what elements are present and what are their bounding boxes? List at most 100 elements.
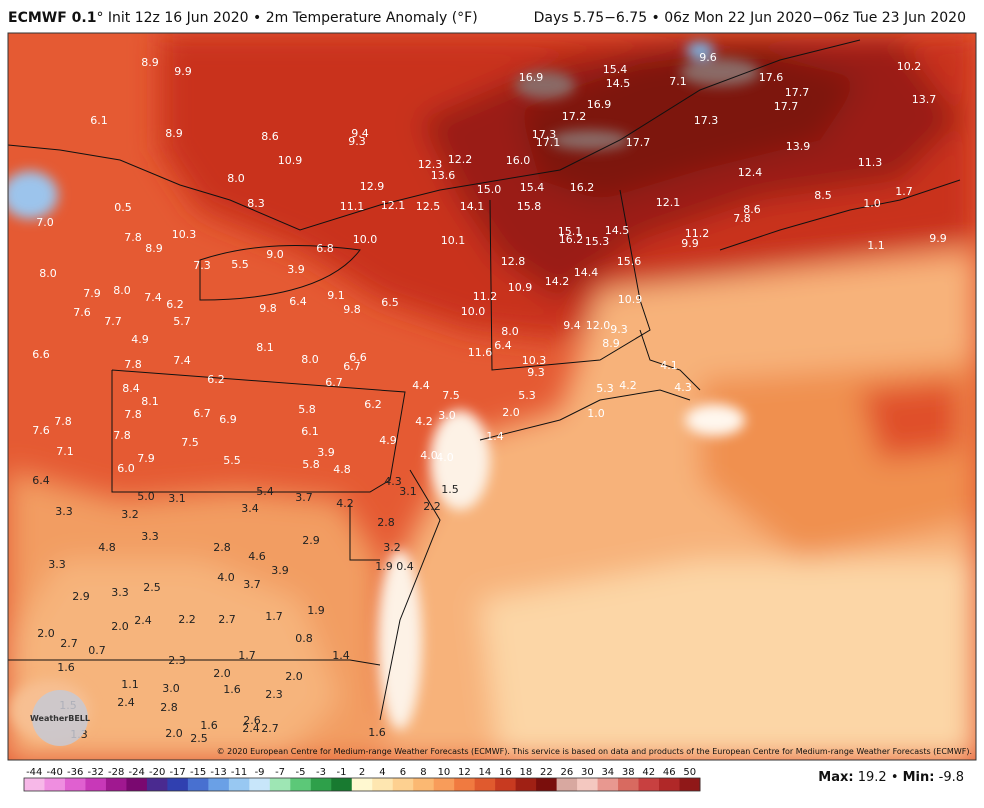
station-value: 8.6 — [261, 130, 279, 143]
station-value: 6.9 — [219, 413, 237, 426]
colorbar-tick-label: -20 — [149, 767, 165, 778]
station-value: 3.1 — [168, 492, 186, 505]
station-value: 17.7 — [785, 86, 810, 99]
anomaly-field: 8.99.96.18.9 8.6 9.49.310.9 12.3 12.213.616.… — [8, 33, 976, 760]
station-value: 8.0 — [501, 325, 519, 338]
station-value: 1.9 — [375, 560, 393, 573]
station-value: 1.6 — [223, 683, 241, 696]
colorbar-cell — [126, 778, 148, 791]
stats: Max: 19.2 • Min: -9.8 — [818, 770, 964, 785]
station-value: 14.4 — [574, 266, 599, 279]
colorbar-tick-label: 46 — [663, 767, 676, 778]
station-value: 4.0 — [436, 451, 454, 464]
station-value: 8.9 — [165, 127, 183, 140]
colorbar-tick-label: 34 — [601, 767, 614, 778]
colorbar-tick-label: 2 — [359, 767, 365, 778]
colorbar-cell — [167, 778, 189, 791]
colorbar-cell — [515, 778, 537, 791]
station-value: 7.8 — [733, 212, 751, 225]
station-value: 6.1 — [90, 114, 108, 127]
station-value: 16.9 — [519, 71, 544, 84]
station-value: 8.0 — [113, 284, 131, 297]
station-value: 3.3 — [48, 558, 66, 571]
colorbar-tick-label: 16 — [499, 767, 512, 778]
station-value: 2.7 — [60, 637, 78, 650]
colorbar-cell — [64, 778, 86, 791]
colorbar: -44 -40 -36 -32 -28 -24 -20 -17 -15 -13 -11 -9 -7 -5-… — [23, 767, 701, 792]
station-value: 2.4 — [242, 722, 260, 735]
station-value: 2.0 — [37, 627, 55, 640]
colorbar-tick-label: -44 — [26, 767, 42, 778]
station-value: 17.7 — [626, 136, 651, 149]
logo: WeatherBELL — [30, 690, 90, 746]
colorbar-cell — [249, 778, 271, 791]
colorbar-cell — [474, 778, 496, 791]
station-value: 11.1 — [340, 200, 365, 213]
colorbar-tick-label: -5 — [296, 767, 306, 778]
station-value: 3.2 — [383, 541, 401, 554]
station-value: 5.7 — [173, 315, 191, 328]
station-value: 5.8 — [298, 403, 316, 416]
colorbar-cell — [290, 778, 312, 791]
colorbar-cell — [228, 778, 250, 791]
colorbar-cell — [392, 778, 414, 791]
colorbar-cell — [269, 778, 291, 791]
station-value: 10.2 — [897, 60, 922, 73]
station-value: 15.6 — [617, 255, 642, 268]
station-value: 12.9 — [360, 180, 385, 193]
station-value: 10.0 — [353, 233, 378, 246]
colorbar-cell — [597, 778, 619, 791]
colorbar-cell — [618, 778, 640, 791]
station-value: 7.7 — [104, 315, 122, 328]
station-value: 16.2 — [559, 233, 584, 246]
colorbar-cell — [146, 778, 168, 791]
colorbar-tick-label: 14 — [479, 767, 492, 778]
station-value: 4.0 — [217, 571, 235, 584]
station-value: 3.4 — [241, 502, 259, 515]
station-value: 10.3 — [522, 354, 547, 367]
station-value: 0.7 — [88, 644, 106, 657]
station-value: 10.0 — [461, 305, 486, 318]
station-value: 7.1 — [56, 445, 74, 458]
colorbar-tick-label: 26 — [560, 767, 573, 778]
station-value: 4.9 — [131, 333, 149, 346]
colorbar-tick-label: -36 — [67, 767, 83, 778]
station-value: 17.6 — [759, 71, 784, 84]
station-value: 9.4 — [563, 319, 581, 332]
station-value: 5.3 — [596, 382, 614, 395]
station-value: 6.6 — [349, 351, 367, 364]
station-value: 6.1 — [301, 425, 319, 438]
station-value: 17.2 — [562, 110, 587, 123]
station-value: 2.0 — [111, 620, 129, 633]
station-value: 8.9 — [602, 337, 620, 350]
station-value: 2.8 — [213, 541, 231, 554]
station-value: 2.3 — [265, 688, 283, 701]
station-value: 7.5 — [181, 436, 199, 449]
station-value: 6.6 — [32, 348, 50, 361]
colorbar-tick-label: -15 — [190, 767, 206, 778]
station-value: 3.0 — [438, 409, 456, 422]
station-value: 8.5 — [814, 189, 832, 202]
station-value: 5.5 — [231, 258, 249, 271]
station-value: 8.6 — [743, 203, 761, 216]
station-value: 14.2 — [545, 275, 570, 288]
station-value: 6.7 — [343, 360, 361, 373]
station-value: 17.7 — [774, 100, 799, 113]
station-value: 9.3 — [527, 366, 545, 379]
station-value: 0.8 — [295, 632, 313, 645]
station-value: 2.2 — [178, 613, 196, 626]
colorbar-tick-label: -3 — [316, 767, 326, 778]
station-value: 1.4 — [332, 649, 350, 662]
colorbar-tick-label: -9 — [255, 767, 265, 778]
station-value: 1.6 — [200, 719, 218, 732]
station-value: 4.3 — [384, 475, 402, 488]
station-value: 0.5 — [114, 201, 132, 214]
station-value: 16.0 — [506, 154, 531, 167]
colorbar-tick-label: -11 — [231, 767, 247, 778]
station-value: 10.1 — [441, 234, 466, 247]
station-value: 16.9 — [587, 98, 612, 111]
station-value: 7.4 — [144, 291, 162, 304]
station-value: 2.5 — [190, 732, 208, 745]
max-label: Max: — [818, 770, 854, 785]
station-value: 8.9 — [141, 56, 159, 69]
